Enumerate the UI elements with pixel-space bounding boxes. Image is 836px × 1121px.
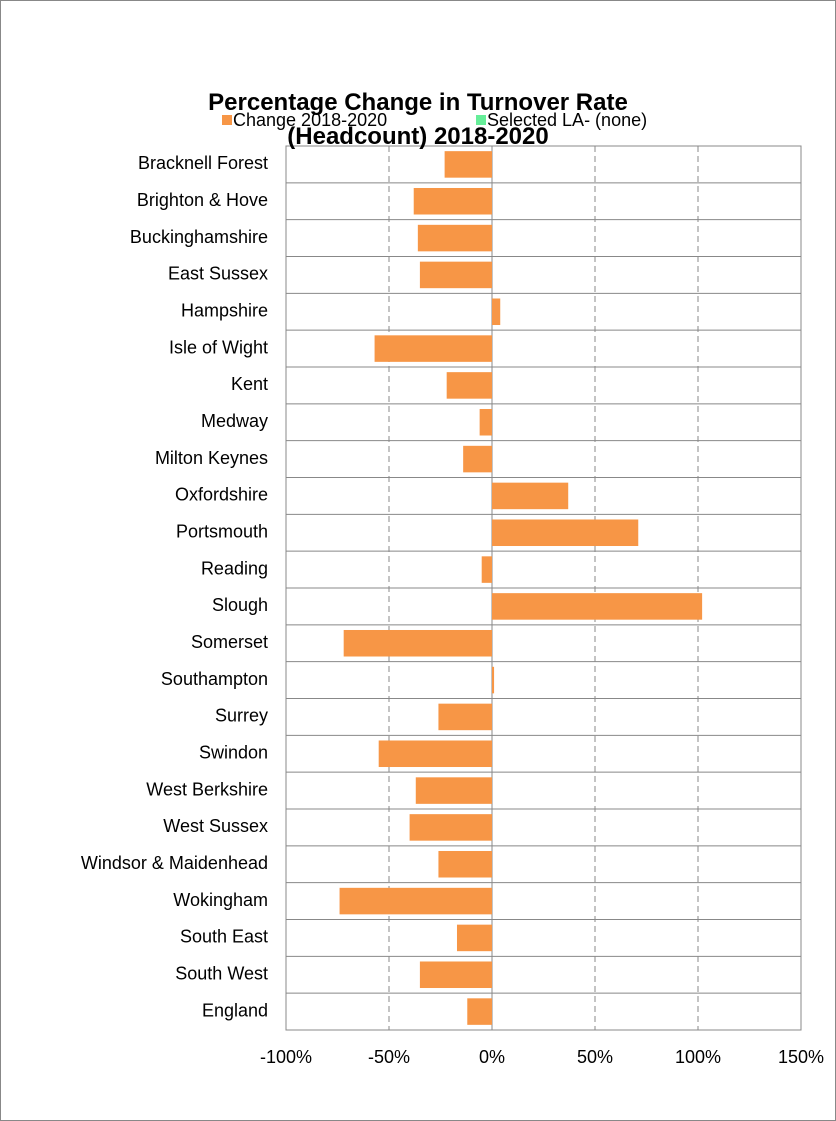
bar <box>479 408 492 436</box>
bar <box>492 298 501 326</box>
y-tick-label: Somerset <box>191 632 268 652</box>
plot-border <box>285 145 802 1031</box>
bar <box>374 335 492 362</box>
y-tick-label: Brighton & Hove <box>137 190 268 210</box>
bar <box>343 629 492 657</box>
bar <box>492 482 569 510</box>
y-tick-label: Slough <box>212 595 268 615</box>
bar <box>456 924 492 952</box>
x-tick-label: 50% <box>577 1047 613 1067</box>
y-tick-label: Oxfordshire <box>175 485 268 505</box>
y-tick-label: Medway <box>201 411 268 431</box>
y-tick-label: Wokingham <box>173 890 268 910</box>
y-tick-label: West Berkshire <box>146 779 268 799</box>
y-tick-label: Hampshire <box>181 301 268 321</box>
bar <box>444 151 492 178</box>
bar <box>492 593 703 620</box>
bar <box>339 887 492 915</box>
legend-swatch <box>222 115 232 125</box>
bar <box>492 666 495 694</box>
bar <box>463 445 492 473</box>
y-tick-label: Milton Keynes <box>155 448 268 468</box>
bar <box>378 740 492 768</box>
bar <box>446 372 492 399</box>
y-tick-label: Bracknell Forest <box>138 153 268 173</box>
bar <box>492 519 639 547</box>
y-tick-label: Buckinghamshire <box>130 227 268 247</box>
x-tick-label: 100% <box>675 1047 721 1067</box>
y-tick-label: Surrey <box>215 706 268 726</box>
x-tick-label: 150% <box>778 1047 824 1067</box>
bar <box>481 556 492 583</box>
legend-swatch <box>476 115 486 125</box>
legend-label: Change 2018-2020 <box>233 110 387 130</box>
x-tick-label: -50% <box>368 1047 410 1067</box>
y-tick-label: Southampton <box>161 669 268 689</box>
y-tick-label: South West <box>175 964 268 984</box>
y-tick-label: Reading <box>201 558 268 578</box>
bar <box>438 703 492 731</box>
bar <box>419 261 492 289</box>
y-tick-label: Swindon <box>199 743 268 763</box>
y-tick-label: West Sussex <box>163 816 268 836</box>
y-tick-label: Kent <box>231 374 268 394</box>
bar <box>415 777 492 804</box>
bar <box>409 814 492 841</box>
bar <box>419 961 492 989</box>
y-tick-label: Windsor & Maidenhead <box>81 853 268 873</box>
y-tick-label: South East <box>180 927 268 947</box>
y-tick-label: Portsmouth <box>176 522 268 542</box>
x-tick-label: 0% <box>479 1047 505 1067</box>
bar <box>413 187 492 215</box>
y-tick-label: East Sussex <box>168 264 268 284</box>
y-tick-label: Isle of Wight <box>169 337 268 357</box>
bar <box>417 224 492 252</box>
bar <box>438 850 492 878</box>
chart-title: Percentage Change in Turnover Rate (Head… <box>208 89 628 150</box>
x-tick-label: -100% <box>260 1047 312 1067</box>
bar <box>467 998 492 1025</box>
y-tick-label: England <box>202 1000 268 1020</box>
legend-label: Selected LA- (none) <box>487 110 647 130</box>
